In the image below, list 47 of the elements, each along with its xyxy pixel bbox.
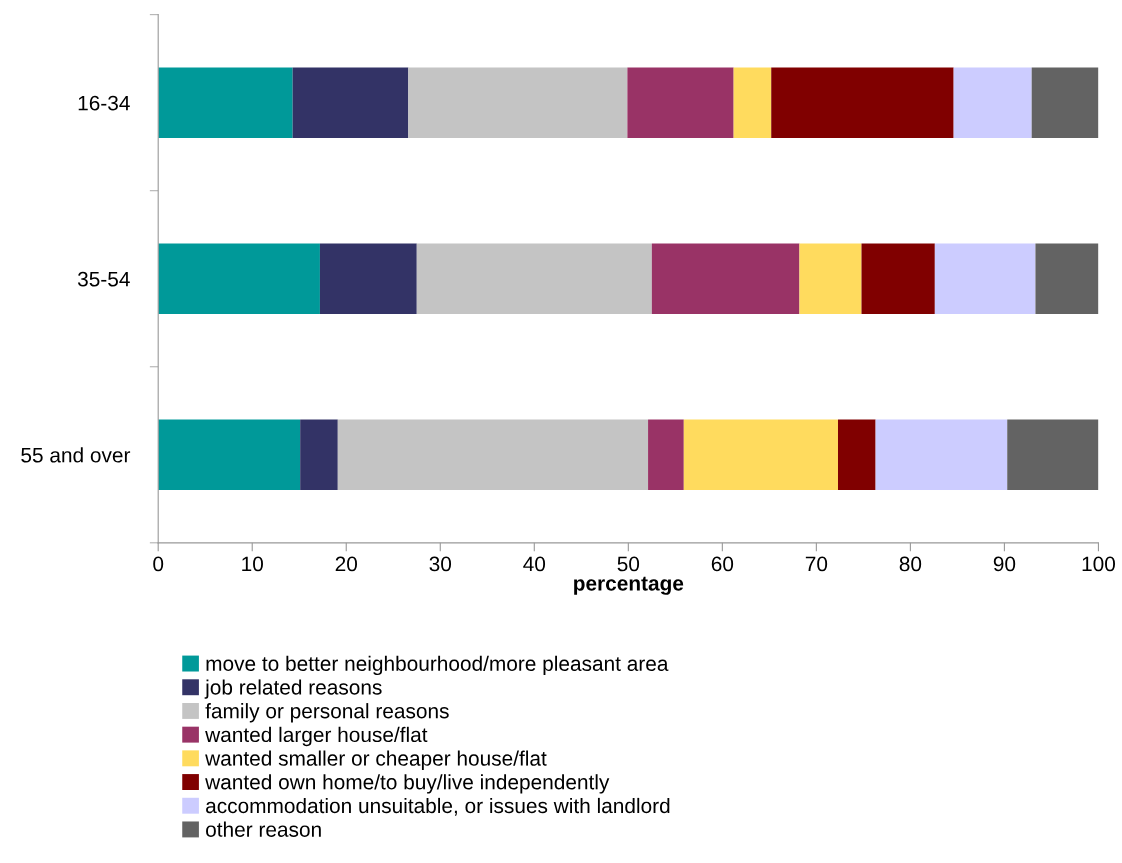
x-tick-label: 20 <box>335 556 358 572</box>
legend-label: wanted smaller or cheaper house/flat <box>205 750 547 770</box>
x-tick-label: 90 <box>993 556 1016 572</box>
bar <box>861 243 935 314</box>
bar <box>934 243 1036 314</box>
bar <box>292 67 409 138</box>
bar <box>319 243 417 314</box>
x-tick-label: 100 <box>1082 556 1115 572</box>
bar <box>953 67 1032 138</box>
bar <box>1031 67 1099 138</box>
legend-label: accommodation unsuitable, or issues with landlord <box>206 797 670 816</box>
bar <box>158 67 293 138</box>
bar <box>337 419 649 491</box>
x-axis-title: percentage <box>574 576 684 595</box>
bar <box>733 67 772 138</box>
bar <box>1007 419 1099 491</box>
bar <box>799 243 862 314</box>
x-tick-label: 70 <box>805 556 828 572</box>
bar <box>627 67 734 138</box>
legend-label: job related reasons <box>204 679 382 699</box>
bar <box>875 419 1008 491</box>
x-tick-label: 80 <box>899 556 922 572</box>
bar <box>300 419 338 491</box>
legend-label: other reason <box>206 821 321 837</box>
bar <box>408 67 628 138</box>
bar <box>158 419 301 491</box>
bar <box>416 243 652 314</box>
x-tick-label: 60 <box>711 556 734 572</box>
y-tick-label: 55 and over <box>21 447 131 463</box>
y-tick-label: 35-54 <box>77 271 130 287</box>
x-tick-label: 0 <box>153 556 164 572</box>
x-tick-label: 40 <box>523 556 546 572</box>
x-tick-label: 50 <box>617 556 640 572</box>
bar <box>158 243 320 314</box>
bar <box>683 419 838 491</box>
legend-label: family or personal reasons <box>205 703 449 723</box>
legend-label: wanted own home/to buy/live independently <box>205 774 610 794</box>
bar <box>648 419 684 491</box>
legend-label: wanted larger house/flat <box>205 726 428 747</box>
bar <box>1035 243 1099 314</box>
y-tick-label: 16-34 <box>78 95 130 111</box>
bar <box>771 67 954 138</box>
x-tick-label: 10 <box>242 556 263 572</box>
legend-label: move to better neighbourhood/more pleasant area <box>206 655 669 676</box>
bar <box>651 243 800 314</box>
bar <box>837 419 876 491</box>
x-tick-label: 30 <box>429 556 452 572</box>
